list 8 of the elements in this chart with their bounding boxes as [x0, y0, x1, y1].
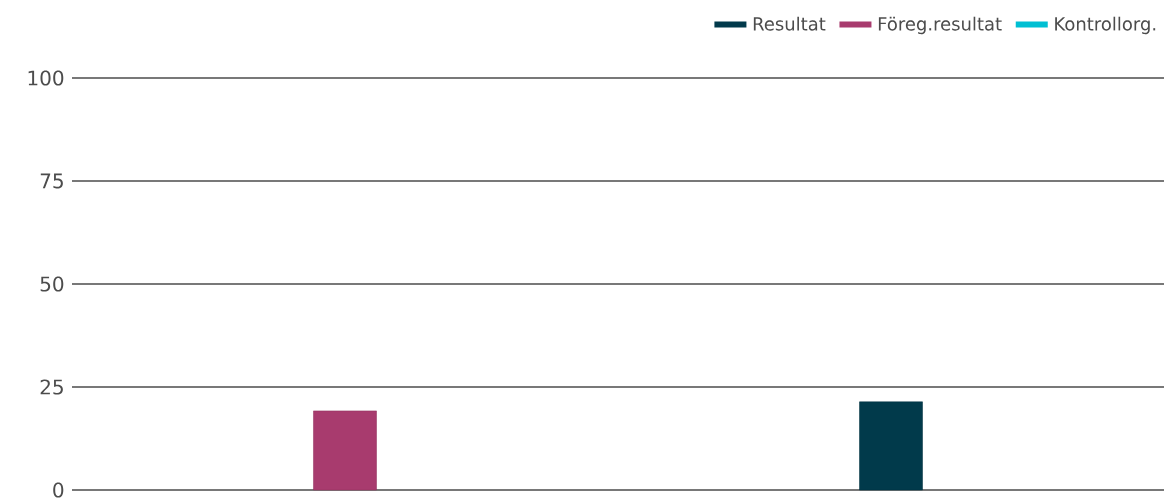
- legend-label: Resultat: [753, 16, 826, 31]
- legend-label: Kontrollorg.: [1055, 16, 1156, 35]
- y-tick-label: 75: [40, 173, 63, 189]
- y-tick-label: 100: [28, 70, 64, 86]
- legend-label: Föreg.resultat: [878, 16, 1002, 35]
- y-tick-label: 0: [53, 482, 64, 498]
- y-tick-label: 50: [40, 276, 64, 292]
- y-tick-label: 25: [40, 379, 63, 395]
